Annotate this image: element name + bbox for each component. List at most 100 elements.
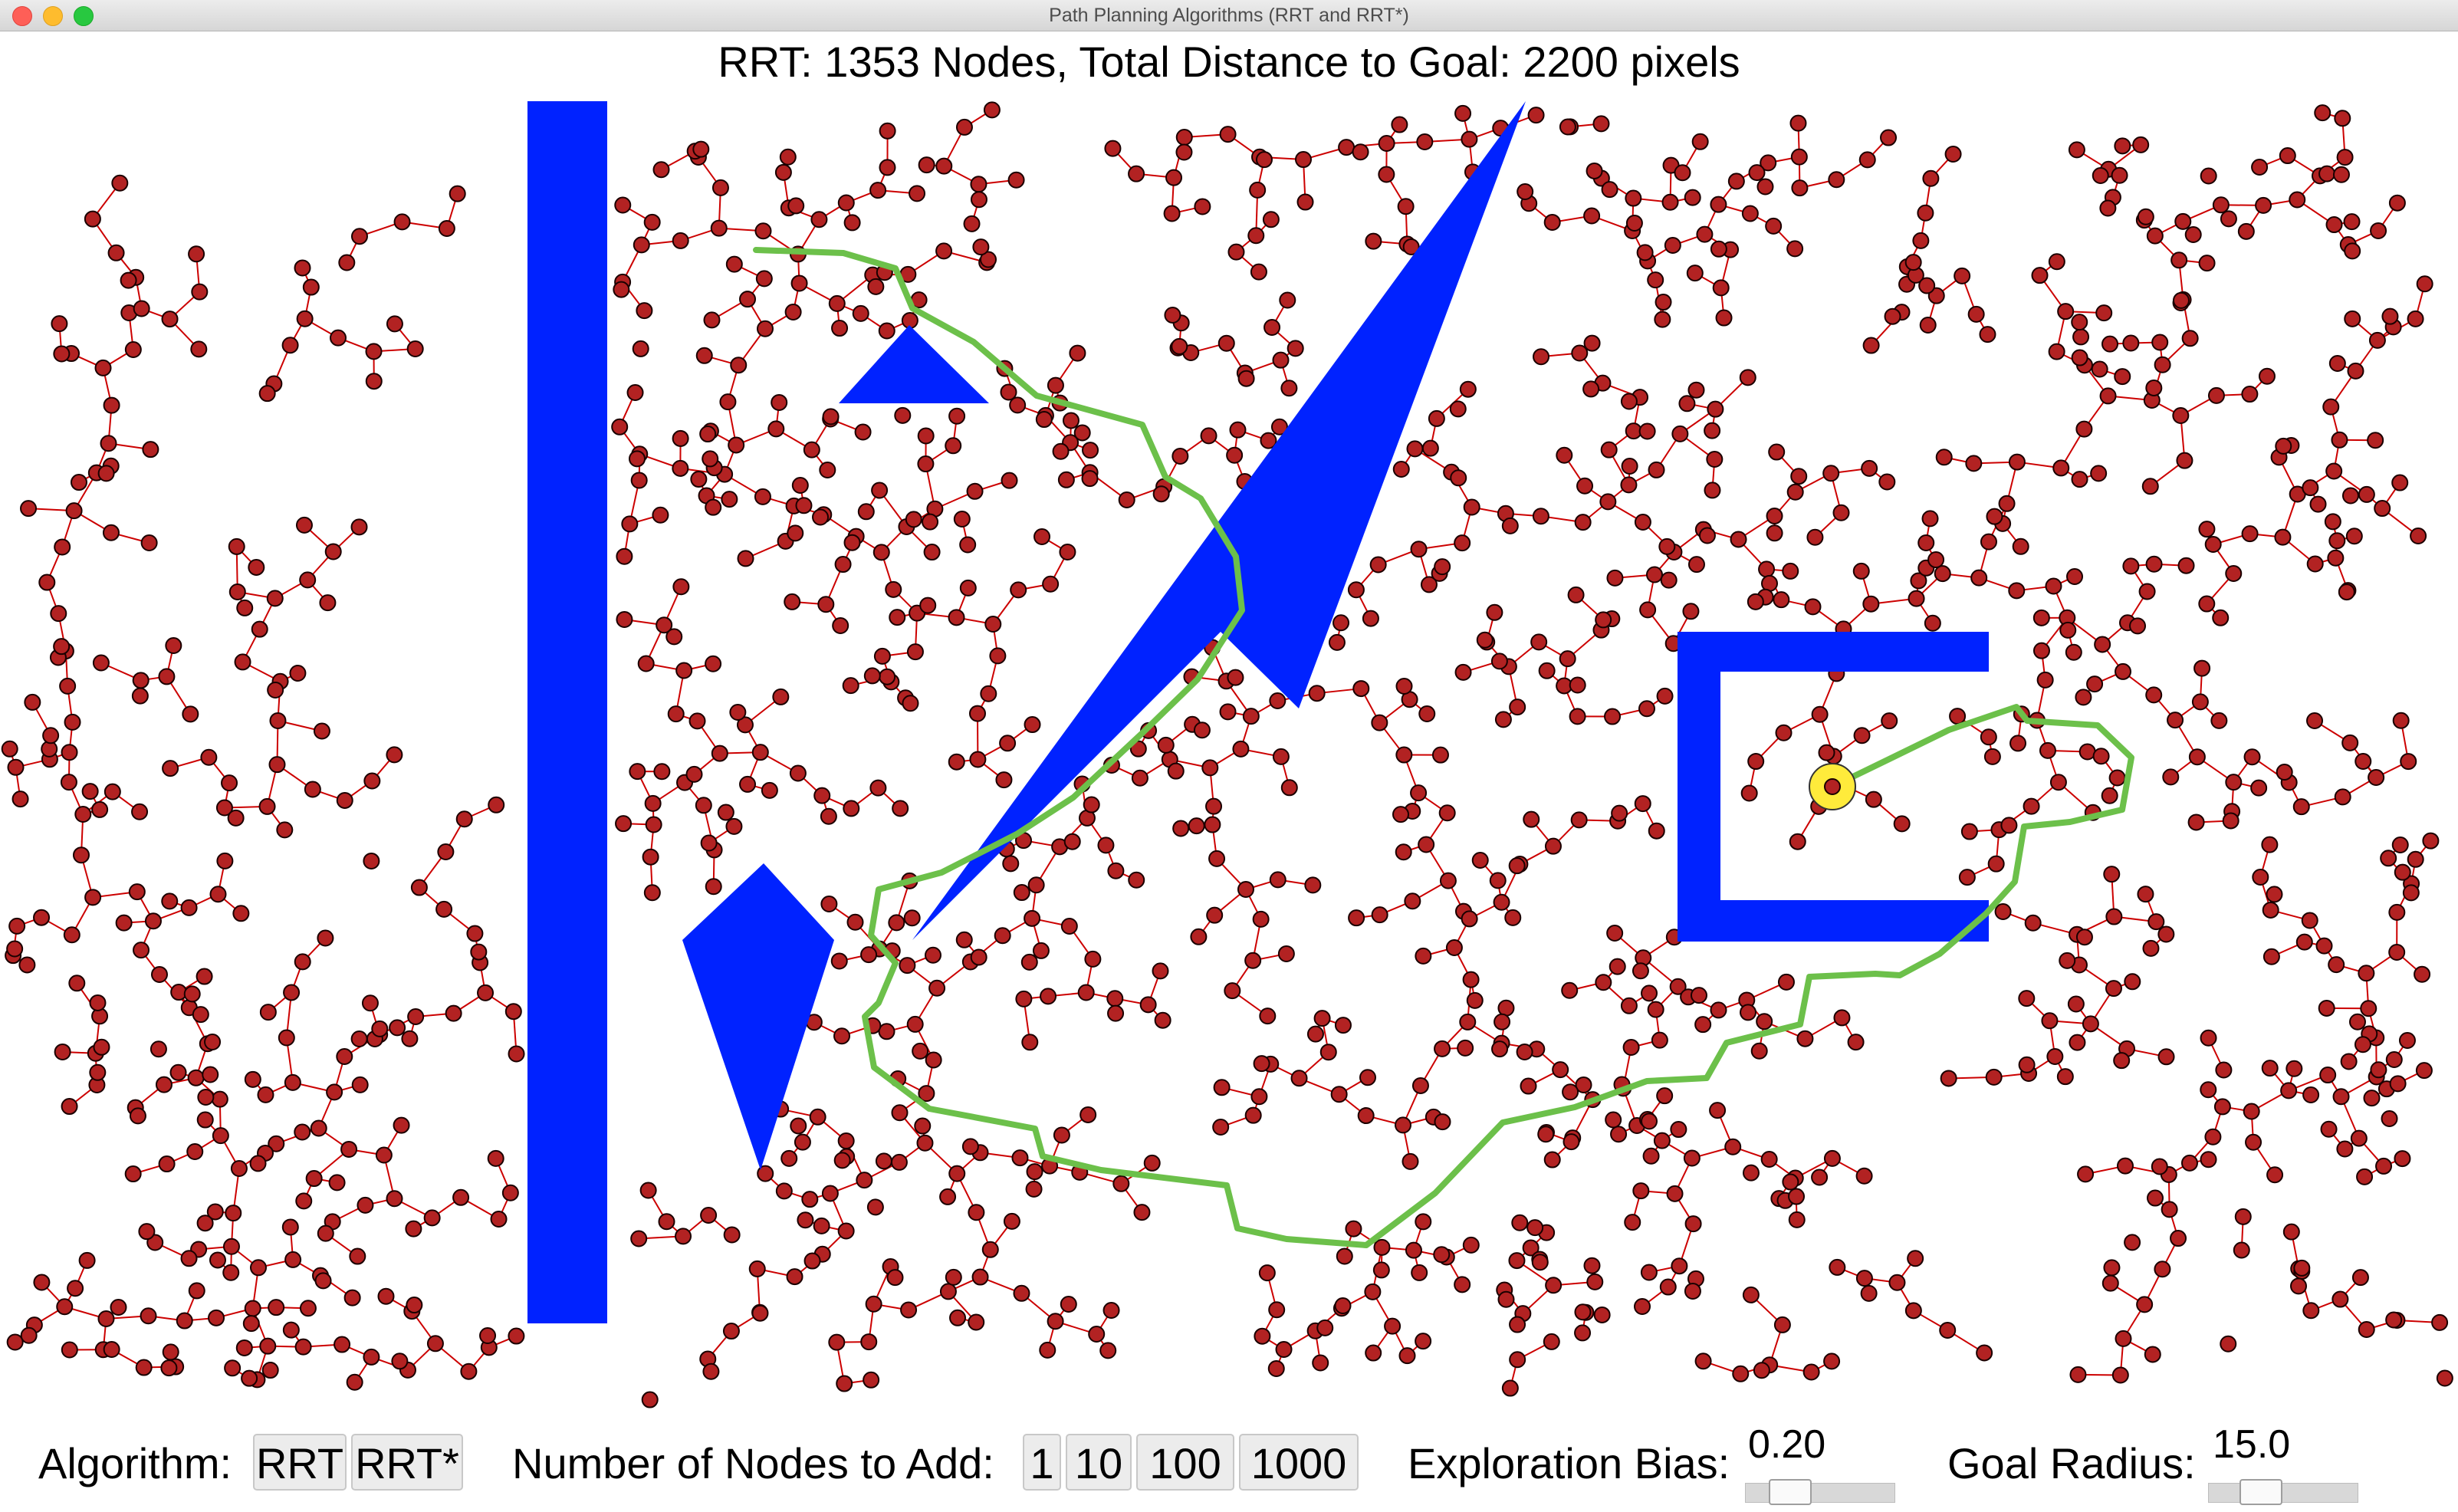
minimize-window-button[interactable] <box>43 6 63 26</box>
tree-node <box>1504 909 1522 926</box>
tree-node <box>1520 1077 1537 1095</box>
tree-node <box>142 441 159 459</box>
tree-node <box>111 174 129 192</box>
tree-node <box>2129 617 2147 635</box>
tree-node <box>1636 244 1654 261</box>
tree-node <box>922 513 939 531</box>
tree-node <box>1042 575 1060 593</box>
tree-node <box>2012 537 2029 555</box>
tree-node <box>725 817 743 835</box>
tree-node <box>2071 349 2088 366</box>
add-1-node-button[interactable]: 1 <box>1023 1434 1061 1491</box>
tree-node <box>2092 748 2110 765</box>
tree-node <box>833 1152 851 1169</box>
tree-node <box>1421 439 1439 457</box>
title-bar: Path Planning Algorithms (RRT and RRT*) <box>0 0 2458 31</box>
tree-node <box>1760 154 1777 172</box>
tree-node <box>831 320 849 337</box>
tree-node <box>1638 700 1655 718</box>
tree-node <box>918 156 935 174</box>
tree-node <box>1860 1284 1878 1302</box>
tree-node <box>2191 693 2209 711</box>
tree-node <box>2367 432 2384 449</box>
add-1000-nodes-button[interactable]: 1000 <box>1239 1434 1359 1491</box>
tree-node <box>658 1213 675 1231</box>
tree-node <box>2389 1075 2407 1093</box>
goal-radius-slider-thumb[interactable] <box>2239 1479 2282 1505</box>
tree-node <box>488 796 505 814</box>
tree-node <box>296 310 314 327</box>
tree-node <box>1639 601 1657 619</box>
maximize-window-button[interactable] <box>74 6 94 26</box>
add-10-nodes-button[interactable]: 10 <box>1066 1434 1132 1491</box>
tree-node <box>1175 129 1193 146</box>
tree-node <box>54 1043 71 1060</box>
tree-node <box>2170 1230 2187 1247</box>
tree-node <box>1047 376 1064 394</box>
exploration-bias-slider[interactable] <box>1745 1479 1895 1505</box>
add-100-nodes-button[interactable]: 100 <box>1136 1434 1234 1491</box>
tree-node <box>1275 1341 1293 1359</box>
tree-node <box>699 426 717 443</box>
tree-node <box>1651 1031 1668 1049</box>
tree-node <box>2172 407 2190 425</box>
goal-radius-slider[interactable] <box>2208 1479 2358 1505</box>
tree-node <box>1656 687 1674 705</box>
goal-node <box>1824 778 1841 795</box>
tree-node <box>642 848 659 866</box>
tree-node <box>261 1362 279 1379</box>
tree-node <box>703 311 721 329</box>
tree-node <box>1739 369 1756 386</box>
algorithm-rrt-button[interactable]: RRT <box>253 1434 347 1491</box>
tree-node <box>1264 319 1281 337</box>
tree-node <box>1740 1004 1757 1021</box>
tree-node <box>1880 129 1898 146</box>
tree-node <box>124 1165 142 1183</box>
tree-node <box>1782 562 1799 580</box>
tree-node <box>1003 1212 1020 1230</box>
algorithm-rrt-star-button[interactable]: RRT* <box>351 1434 463 1491</box>
tree-node <box>1527 107 1545 124</box>
tree-node <box>1586 1273 1604 1290</box>
tree-node <box>1605 1111 1622 1129</box>
tree-node <box>801 1191 819 1208</box>
tree-node <box>2161 1201 2178 1218</box>
tree-node <box>836 1375 853 1392</box>
tree-node <box>2237 222 2255 240</box>
planning-canvas[interactable] <box>0 98 2458 1412</box>
tree-node <box>924 946 941 964</box>
tree-node <box>1861 459 1878 477</box>
tree-node <box>690 471 708 488</box>
exploration-bias-slider-thumb[interactable] <box>1769 1479 1812 1505</box>
tree-node <box>294 259 311 277</box>
tree-node <box>407 1007 425 1025</box>
tree-node <box>2198 255 2216 272</box>
tree-node <box>919 597 937 614</box>
tree-node <box>2213 1098 2231 1116</box>
tree-node <box>1918 277 1936 294</box>
tree-node <box>324 543 342 560</box>
tree-node <box>1410 541 1428 558</box>
tree-node <box>2350 1129 2368 1147</box>
tree-node <box>1659 1278 1677 1296</box>
tree-node <box>1164 306 1181 324</box>
tree-node <box>1545 1277 1563 1294</box>
tree-node <box>856 1172 873 1189</box>
tree-node <box>211 1090 228 1108</box>
close-window-button[interactable] <box>12 6 32 26</box>
tree-node <box>2167 712 2184 729</box>
tree-node <box>1684 1215 1702 1233</box>
tree-node <box>183 985 201 1003</box>
tree-node <box>2370 1061 2387 1079</box>
tree-node <box>879 122 896 140</box>
tree-node <box>2324 513 2341 531</box>
tree-node <box>628 450 646 468</box>
tree-node <box>902 695 919 712</box>
tree-node <box>209 886 227 903</box>
tree-node <box>2332 1088 2350 1106</box>
tree-node <box>705 498 722 516</box>
tree-node <box>180 899 198 916</box>
solution-path <box>753 247 2134 1248</box>
tree-node <box>504 1003 522 1021</box>
tree-node <box>375 1146 393 1164</box>
